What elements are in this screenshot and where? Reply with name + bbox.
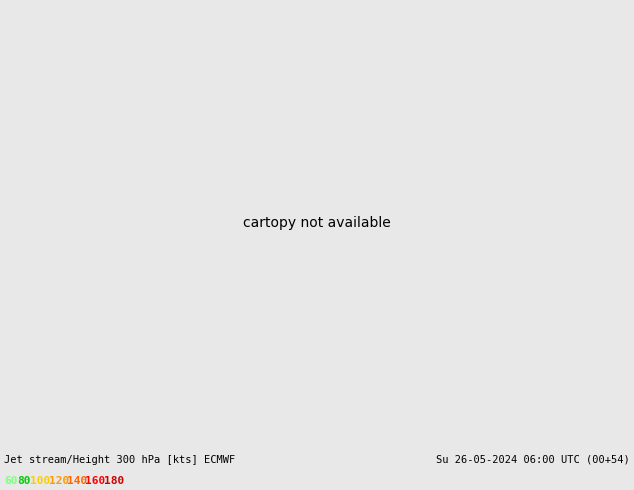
Text: Jet stream/Height 300 hPa [kts] ECMWF: Jet stream/Height 300 hPa [kts] ECMWF bbox=[4, 455, 235, 465]
Text: 180: 180 bbox=[104, 476, 124, 486]
Text: 60: 60 bbox=[4, 476, 18, 486]
Text: cartopy not available: cartopy not available bbox=[243, 216, 391, 230]
Text: 80: 80 bbox=[17, 476, 30, 486]
Text: 140: 140 bbox=[67, 476, 87, 486]
Text: 120: 120 bbox=[48, 476, 68, 486]
Text: 100: 100 bbox=[30, 476, 50, 486]
Text: 160: 160 bbox=[86, 476, 106, 486]
Text: Su 26-05-2024 06:00 UTC (00+54): Su 26-05-2024 06:00 UTC (00+54) bbox=[436, 455, 630, 465]
